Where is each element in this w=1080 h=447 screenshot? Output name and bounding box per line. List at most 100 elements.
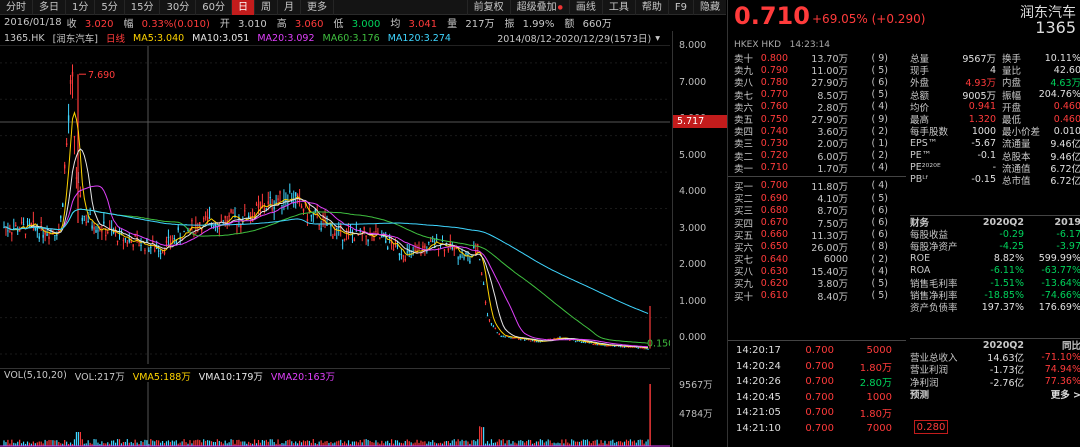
- stat-row-8: PE™ -0.1 总股本 9.46亿: [910, 150, 1080, 163]
- candle-body: [486, 315, 489, 317]
- fin-key: 每股收益: [910, 230, 949, 242]
- candle-body: [355, 229, 358, 232]
- candle-body: [232, 212, 234, 214]
- candle-body: [283, 200, 285, 203]
- candle-body: [54, 234, 56, 236]
- adjust-button[interactable]: 前复权: [466, 0, 510, 15]
- tick-volume: 5000: [866, 345, 892, 357]
- draw-button[interactable]: 画线: [568, 0, 602, 15]
- candle-body: [204, 215, 207, 218]
- bid-row-4[interactable]: 买五 0.660 11.30万 ( 6): [728, 229, 906, 242]
- period-tab-7[interactable]: 日: [231, 0, 255, 15]
- stat-key: PBᴸᶠ: [910, 174, 929, 186]
- volume-bar: [285, 440, 287, 446]
- fin-row-5: 销售净利率 -18.85% -74.66%: [910, 289, 1080, 303]
- stat-key: 总股本: [1002, 151, 1031, 163]
- stat-value: 4: [989, 64, 996, 76]
- bid-row-7[interactable]: 买八 0.630 15.40万 ( 4): [728, 265, 906, 279]
- tools-button[interactable]: 工具: [601, 0, 635, 15]
- tick-list[interactable]: 14:20:17 0.700 5000 14:20:24 0.700 1.80万 14:20…: [728, 340, 906, 436]
- freq-label[interactable]: 日线: [106, 34, 126, 45]
- volume-bar: [543, 442, 545, 446]
- candle-body: [244, 210, 246, 212]
- volume-bar: [40, 441, 42, 446]
- bid-row-5[interactable]: 买六 0.650 26.00万 ( 8): [728, 241, 906, 254]
- volume-bar: [516, 443, 518, 446]
- fin-value: -74.66%: [1041, 289, 1080, 301]
- tick-row-2: 14:20:26 0.700 2.80万: [728, 374, 906, 390]
- bid-row-9[interactable]: 买十 0.610 8.40万 ( 5): [728, 290, 906, 303]
- period-tab-5[interactable]: 30分: [160, 0, 197, 15]
- candle-body: [36, 227, 38, 231]
- bid-row-6[interactable]: 买七 0.640 6000 ( 2): [728, 253, 906, 267]
- bid-label: 买九: [734, 279, 754, 291]
- ask-row-9[interactable]: 卖一 0.710 1.70万 ( 4): [728, 162, 906, 175]
- period-tab-9[interactable]: 月: [278, 0, 301, 15]
- volume-bar: [563, 443, 565, 446]
- volume-bar: [83, 443, 85, 446]
- volume-bar: [512, 441, 514, 446]
- ask-count: ( 4): [871, 162, 888, 174]
- bid-row-1[interactable]: 买二 0.690 4.10万 ( 5): [728, 192, 906, 206]
- overlay-button[interactable]: 超级叠加: [509, 0, 569, 15]
- candle-body: [89, 214, 91, 216]
- volume-bar: [99, 443, 101, 446]
- stat-value: -0.1: [977, 150, 996, 162]
- stat-key: 流通量: [1002, 139, 1031, 151]
- order-book: 卖十 0.800 13.70万 ( 9) 卖九 0.790 11.00万 ( 5) 卖八 0.78…: [728, 52, 906, 303]
- ask-row-3[interactable]: 卖七 0.770 8.50万 ( 5): [728, 89, 906, 102]
- vol-title[interactable]: VOL(5,10,20): [4, 370, 67, 381]
- volume-bar: [453, 439, 455, 446]
- candle-body: [447, 248, 450, 251]
- candle-body: [574, 341, 577, 343]
- volume-bar: [567, 442, 569, 446]
- bid-row-2[interactable]: 买三 0.680 8.70万 ( 6): [728, 204, 906, 218]
- ask-row-4[interactable]: 卖六 0.760 2.80万 ( 4): [728, 101, 906, 114]
- period-tab-1[interactable]: 多日: [33, 0, 66, 15]
- period-tab-8[interactable]: 周: [255, 0, 278, 15]
- bid-volume: 3.80万: [817, 279, 848, 291]
- ask-row-6[interactable]: 卖四 0.740 3.60万 ( 2): [728, 125, 906, 139]
- ask-row-8[interactable]: 卖二 0.720 6.00万 ( 2): [728, 150, 906, 163]
- ask-row-7[interactable]: 卖三 0.730 2.00万 ( 1): [728, 137, 906, 151]
- candle-body: [242, 222, 244, 224]
- help-button[interactable]: 帮助: [634, 0, 668, 15]
- hide-button[interactable]: 隐藏: [693, 0, 726, 15]
- period-tab-2[interactable]: 1分: [66, 0, 96, 15]
- more-link[interactable]: 更多 >: [1050, 389, 1080, 401]
- volume-bar: [547, 439, 549, 446]
- period-tab-0[interactable]: 分时: [0, 0, 33, 15]
- bid-row-8[interactable]: 买九 0.620 3.80万 ( 5): [728, 277, 906, 291]
- ask-row-2[interactable]: 卖八 0.780 27.90万 ( 6): [728, 76, 906, 90]
- ask-row-1[interactable]: 卖九 0.790 11.00万 ( 5): [728, 64, 906, 78]
- period-tab-10[interactable]: 更多: [301, 0, 334, 15]
- period-tab-4[interactable]: 15分: [125, 0, 161, 15]
- period-tab-3[interactable]: 5分: [95, 0, 125, 15]
- fin-key: ROE: [910, 253, 931, 265]
- candle-body: [320, 228, 322, 230]
- volume-bar: [281, 443, 283, 446]
- volume-bar: [498, 439, 500, 446]
- volume-bar: [457, 439, 459, 446]
- ask-row-5[interactable]: 卖五 0.750 27.90万 ( 9): [728, 113, 906, 127]
- candle-body: [537, 341, 540, 343]
- summary-value: -1.73亿: [989, 365, 1024, 377]
- volume-bar: [500, 440, 502, 446]
- volume-bar: [177, 443, 179, 446]
- ask-row-0[interactable]: 卖十 0.800 13.70万 ( 9): [728, 52, 906, 66]
- volume-bar: [304, 441, 307, 446]
- chevron-down-icon[interactable]: ▾: [655, 32, 660, 44]
- candle-body: [398, 253, 401, 256]
- bid-row-3[interactable]: 买四 0.670 7.50万 ( 6): [728, 216, 906, 230]
- bid-row-0[interactable]: 买一 0.700 11.80万 ( 4): [728, 180, 906, 193]
- f9-button[interactable]: F9: [667, 0, 693, 15]
- volume-bar: [508, 439, 510, 446]
- volume-chart[interactable]: [0, 382, 670, 447]
- volume-bar: [404, 441, 406, 446]
- kline-chart[interactable]: 7.690 0.150: [0, 45, 674, 364]
- volume-bar: [461, 439, 463, 446]
- stat-key: 最低: [1002, 115, 1022, 127]
- volume-bar: [389, 443, 391, 446]
- bid-label: 买一: [734, 181, 754, 193]
- period-tab-6[interactable]: 60分: [196, 0, 232, 15]
